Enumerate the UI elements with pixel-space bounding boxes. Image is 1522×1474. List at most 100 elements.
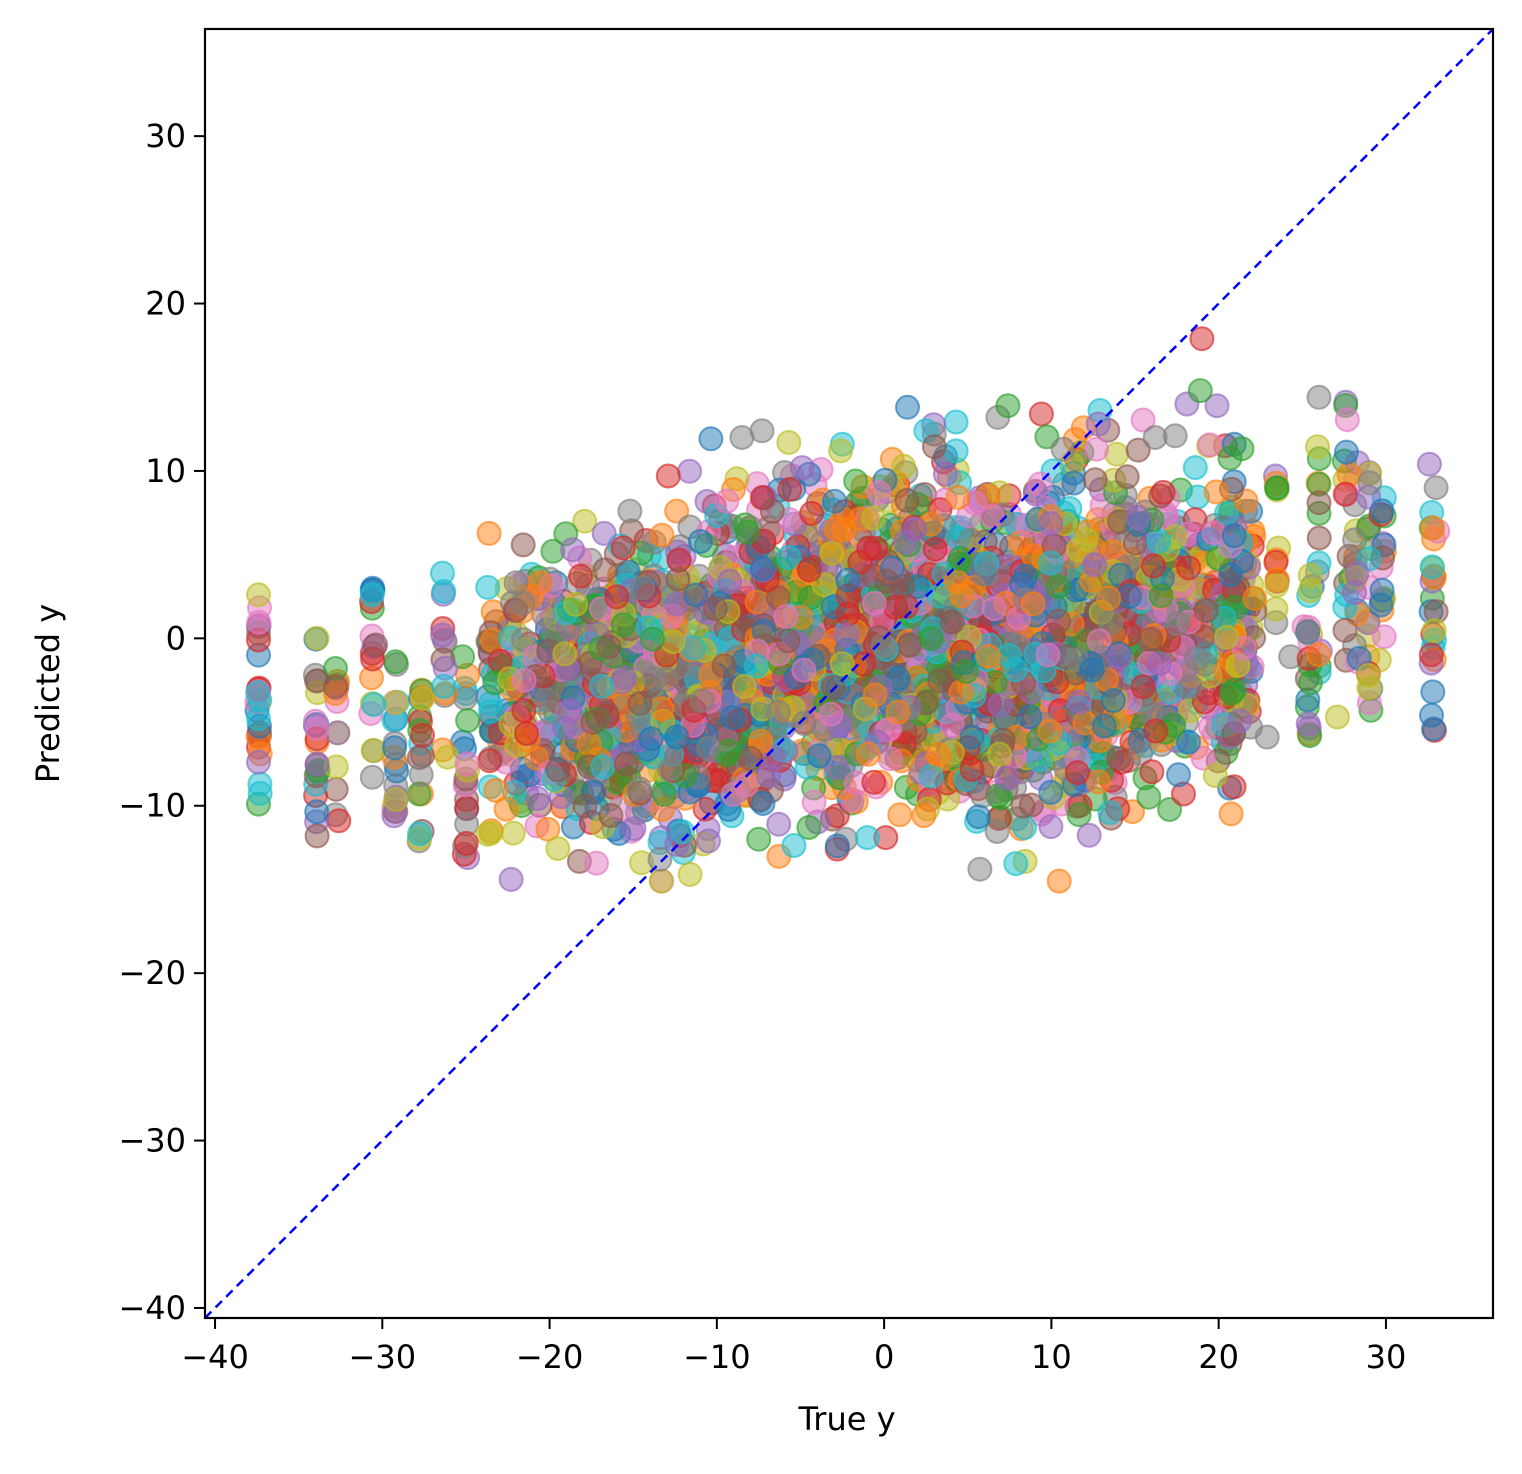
x-tick-label: −20 [516, 1338, 584, 1376]
scatter-point [947, 546, 973, 572]
scatter-point [714, 488, 740, 514]
scatter-point [773, 604, 799, 630]
scatter-point [1187, 378, 1213, 404]
scatter-point [660, 629, 686, 655]
scatter-point [1176, 729, 1202, 755]
scatter-point [455, 708, 481, 733]
scatter-point [1146, 528, 1172, 554]
scatter-point [246, 706, 271, 732]
scatter-point [1217, 445, 1243, 471]
scatter-point [1128, 740, 1154, 766]
scatter-point [1221, 677, 1247, 703]
scatter-point [791, 657, 817, 683]
scatter-point [596, 634, 622, 660]
x-tick-label: −10 [683, 1338, 751, 1376]
scatter-point [604, 584, 630, 610]
scatter-point [847, 549, 873, 575]
scatter-point [525, 786, 550, 811]
scatter-point [655, 463, 681, 489]
scatter-point [1101, 688, 1126, 713]
scatter-point [860, 505, 886, 531]
scatter-point [874, 568, 899, 594]
scatter-point [1038, 779, 1064, 805]
points-layer [244, 326, 1451, 894]
scatter-point [1166, 762, 1191, 788]
scatter-point [1091, 713, 1117, 739]
scatter-point [766, 811, 792, 837]
scatter-point [1066, 689, 1092, 715]
scatter-point [617, 498, 643, 524]
scatter-point [861, 769, 887, 795]
scatter-point [1045, 574, 1071, 600]
scatter-point [1035, 642, 1061, 668]
scatter-point [1079, 657, 1105, 683]
scatter-point [863, 535, 889, 561]
scatter-point [925, 742, 951, 768]
scatter-point [835, 601, 861, 627]
scatter-point [1334, 407, 1360, 433]
scatter-point [621, 816, 647, 842]
scatter-point [1418, 642, 1444, 668]
scatter-point [835, 567, 861, 593]
scatter-point [535, 816, 561, 842]
scatter-point [1227, 708, 1253, 734]
scatter-point [1085, 769, 1111, 795]
scatter-point [383, 649, 409, 675]
scatter-point [894, 487, 920, 513]
scatter-point [789, 455, 815, 481]
x-tick-label: −30 [349, 1338, 417, 1376]
scatter-point [1204, 393, 1230, 419]
scatter-point [801, 789, 827, 815]
scatter-point [822, 488, 847, 514]
scatter-point [1264, 573, 1290, 598]
scatter-point [304, 823, 330, 849]
scatter-point [1114, 464, 1140, 490]
scatter-point [1203, 479, 1229, 505]
scatter-point [1421, 618, 1447, 644]
scatter-point [1184, 646, 1209, 672]
scatter-point [382, 735, 408, 761]
scatter-point [1356, 663, 1382, 688]
scatter-point [1106, 644, 1132, 670]
x-tick-label: 20 [1198, 1338, 1239, 1376]
scatter-point [560, 537, 586, 563]
scatter-point [987, 741, 1013, 767]
y-axis-label: Predicted y [29, 604, 67, 783]
scatter-point [744, 589, 770, 615]
scatter-point [677, 458, 703, 484]
scatter-point [572, 508, 598, 534]
scatter-point [850, 651, 876, 677]
scatter-point [948, 679, 974, 705]
scatter-point [796, 557, 822, 583]
scatter-point [1306, 490, 1332, 516]
scatter-point [927, 668, 953, 694]
scatter-point [611, 665, 637, 690]
scatter-point [1065, 760, 1090, 786]
scatter-point [921, 434, 947, 460]
scatter-point [514, 721, 539, 746]
scatter-point [649, 522, 675, 548]
scatter-point [651, 781, 677, 807]
scatter-point [1142, 425, 1168, 450]
scatter-point [987, 692, 1013, 718]
scatter-point [897, 632, 922, 658]
scatter-point [1139, 759, 1165, 785]
scatter-point [1138, 626, 1163, 652]
scatter-point [408, 762, 434, 788]
scatter-point [1324, 704, 1350, 730]
scatter-point [511, 698, 537, 723]
scatter-point [500, 820, 526, 846]
scatter-point [1046, 608, 1072, 634]
scatter-point [1420, 515, 1446, 541]
scatter-point [843, 468, 869, 494]
scatter-point [799, 500, 825, 526]
scatter-point [563, 591, 589, 617]
scatter-point [572, 793, 598, 819]
scatter-point [777, 477, 803, 502]
scatter-point [1306, 642, 1332, 668]
scatter-point [431, 579, 457, 604]
x-tick-label: −40 [181, 1338, 249, 1376]
scatter-point [1242, 586, 1268, 611]
scatter-point [1423, 475, 1449, 501]
scatter-point [953, 659, 979, 684]
